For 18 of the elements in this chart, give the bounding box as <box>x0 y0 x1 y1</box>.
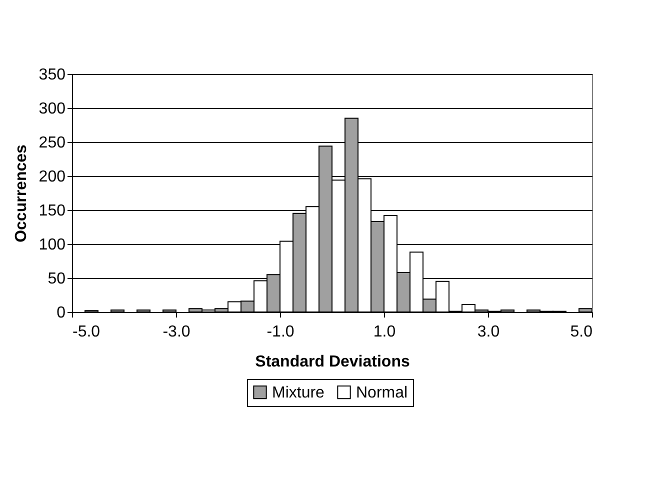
x-tick-label: -3.0 <box>162 324 190 340</box>
y-axis-title: Occurrences <box>12 144 30 242</box>
y-tick-label: 0 <box>56 304 66 322</box>
x-tick-label: -1.0 <box>266 324 294 340</box>
y-tick-label: 200 <box>38 168 66 186</box>
legend-label: Mixture <box>272 384 325 402</box>
x-tick-label: 1.0 <box>373 324 396 340</box>
x-tick-label: 3.0 <box>477 324 500 340</box>
y-tick-label: 300 <box>38 100 66 118</box>
legend-label: Normal <box>356 384 408 402</box>
y-tick-label: 350 <box>38 66 66 84</box>
y-tick-label: 50 <box>48 270 66 288</box>
x-tick-label: -5.0 <box>72 324 100 340</box>
x-tick-label: 5.0 <box>570 324 593 340</box>
x-axis-title: Standard Deviations <box>255 354 410 370</box>
y-tick-label: 250 <box>38 134 66 152</box>
y-tick-label: 150 <box>38 202 66 220</box>
y-tick-label: 100 <box>38 236 66 254</box>
